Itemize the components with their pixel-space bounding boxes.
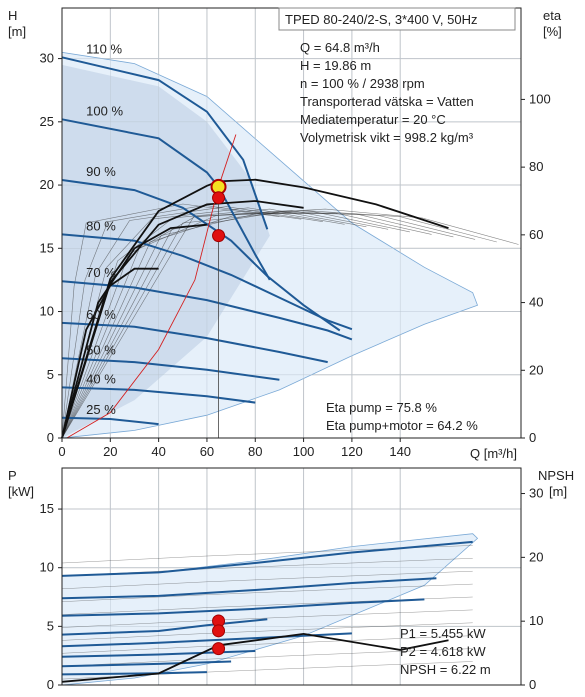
qh-curve-80	[61, 233, 353, 331]
y-right-tick-label: 80	[529, 159, 543, 174]
eta-60-curve	[61, 223, 207, 439]
speed-label: 100 %	[86, 103, 123, 118]
qh-curve-25	[61, 416, 159, 426]
y-right-tick-label: 20	[529, 362, 543, 377]
qh-curve-50	[61, 357, 280, 381]
x-tick-label: 20	[103, 444, 117, 459]
x-tick-label: 60	[200, 444, 214, 459]
y-right-tick-label: 20	[529, 549, 543, 564]
y-right-unit-bottom: [m]	[549, 484, 567, 499]
x-tick-label: 0	[58, 444, 65, 459]
x-tick-label: 120	[341, 444, 363, 459]
power-thin-line	[61, 622, 473, 641]
qh-curve-60	[61, 321, 328, 364]
qh-curve-40	[61, 386, 256, 404]
iso-efficiency-line	[61, 206, 323, 439]
y-left-tick-label: 0	[47, 677, 54, 692]
y-right-tick-label: 0	[529, 677, 536, 692]
power-thin-line	[61, 583, 473, 602]
p-110-curve	[61, 540, 473, 577]
info-line: Mediatemperatur = 20 °C	[300, 112, 446, 127]
y-left-tick-label: 20	[40, 177, 54, 192]
y-left-tick-label: 0	[47, 430, 54, 445]
qh-curve-100	[61, 118, 271, 281]
speed-label: 40 %	[86, 371, 116, 386]
speed-label: 80 %	[86, 218, 116, 233]
speed-label: 25 %	[86, 402, 116, 417]
operating-point-marker	[212, 191, 226, 205]
qh-curve-70	[61, 280, 353, 341]
y-left-unit-top: [m]	[8, 24, 26, 39]
npsh-label: NPSH = 6.22 m	[400, 662, 491, 677]
x-axis-label: Q [m³/h]	[470, 446, 517, 461]
y-left-tick-label: 15	[40, 501, 54, 516]
y-left-tick-label: 10	[40, 304, 54, 319]
speed-label: 70 %	[86, 265, 116, 280]
p2-label: P2 = 4.618 kW	[400, 644, 486, 659]
info-line: Transporterad vätska = Vatten	[300, 94, 474, 109]
y-right-tick-label: 30	[529, 486, 543, 501]
eta-40-curve	[61, 267, 159, 439]
info-line: n = 100 % / 2938 rpm	[300, 76, 425, 91]
p-70-curve	[61, 632, 352, 648]
info-line: Q = 64.8 m³/h	[300, 40, 380, 55]
x-tick-label: 140	[389, 444, 411, 459]
y-left-tick-label: 25	[40, 114, 54, 129]
power-thin-line	[61, 648, 473, 667]
y-left-tick-label: 15	[40, 240, 54, 255]
speed-label: 60 %	[86, 307, 116, 322]
power-thin-line	[61, 570, 473, 590]
y-right-tick-label: 40	[529, 295, 543, 310]
power-thin-line	[61, 635, 473, 654]
x-tick-label: 100	[293, 444, 315, 459]
p-80-curve	[61, 618, 268, 636]
speed-label: 110 %	[86, 41, 122, 56]
operating-point-marker	[212, 642, 226, 656]
y-right-tick-label: 100	[529, 91, 551, 106]
chart-title-box	[278, 7, 516, 31]
eta-80-curve	[61, 200, 304, 439]
npsh-curve	[61, 632, 449, 683]
qh-eta-panel: 110 % 100 % 90 % 80 % 70 % 60 % 50 % 40 % 25 % 0 5…	[40, 7, 551, 459]
eta-pump-label: Eta pump = 75.8 %	[326, 400, 437, 415]
y-left-label-top: H	[8, 8, 17, 23]
x-tick-label: 40	[151, 444, 165, 459]
operating-point-marker	[212, 624, 226, 638]
x-tick-label: 80	[248, 444, 262, 459]
eta-pump-motor-label: Eta pump+motor = 64.2 %	[326, 418, 478, 433]
y-right-label-bottom: NPSH	[538, 468, 574, 483]
y-left-tick-label: 10	[40, 560, 54, 575]
power-thin-line	[61, 609, 473, 628]
qh-curve-90	[61, 179, 341, 332]
y-left-tick-label: 30	[40, 51, 54, 66]
y-left-unit-bottom: [kW]	[8, 484, 34, 499]
speed-label: 50 %	[86, 342, 116, 357]
info-line: H = 19.86 m	[300, 58, 371, 73]
power-npsh-panel: 0 5 10 15 0 10 20 30	[40, 467, 543, 692]
qh-curve-110	[61, 56, 269, 230]
y-right-label-top: eta	[543, 8, 562, 23]
y-right-tick-label: 0	[529, 430, 536, 445]
system-curve	[66, 134, 237, 439]
p-100-curve	[61, 577, 437, 600]
y-right-tick-label: 10	[529, 613, 543, 628]
p1-label: P1 = 5.455 kW	[400, 626, 486, 641]
p-50-curve	[61, 660, 232, 668]
p-90-curve	[61, 598, 425, 617]
iso-efficiency-line	[61, 204, 302, 439]
y-left-tick-label: 5	[47, 618, 54, 633]
y-right-unit-top: [%]	[543, 24, 562, 39]
y-left-tick-label: 5	[47, 367, 54, 382]
speed-label: 90 %	[86, 164, 116, 179]
plot-frame	[61, 467, 522, 686]
y-right-tick-label: 60	[529, 227, 543, 242]
y-left-label-bottom: P	[8, 468, 17, 483]
chart-title: TPED 80-240/2-S, 3*400 V, 50Hz	[285, 12, 477, 27]
info-line: Volymetrisk vikt = 998.2 kg/m³	[300, 130, 474, 145]
operating-point-marker	[212, 229, 226, 243]
